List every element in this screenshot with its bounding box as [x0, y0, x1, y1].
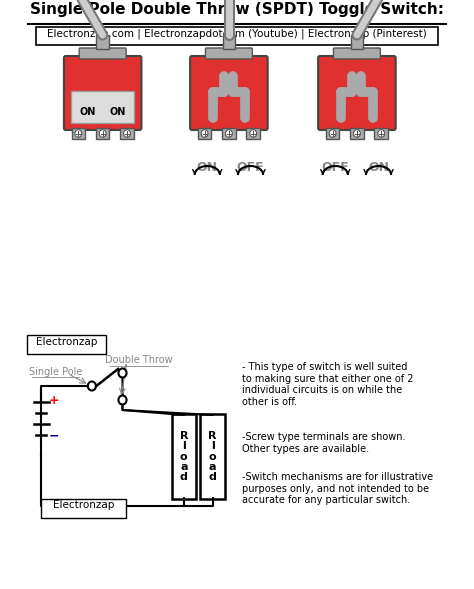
Text: Electronzap: Electronzap: [36, 337, 97, 347]
FancyBboxPatch shape: [27, 335, 106, 354]
Circle shape: [88, 382, 96, 391]
FancyBboxPatch shape: [351, 35, 363, 49]
Text: ON: ON: [110, 107, 126, 117]
FancyBboxPatch shape: [190, 56, 268, 130]
FancyBboxPatch shape: [318, 56, 396, 130]
Text: ON: ON: [197, 161, 218, 174]
Circle shape: [201, 130, 208, 137]
FancyBboxPatch shape: [205, 48, 252, 59]
Circle shape: [99, 130, 106, 137]
FancyBboxPatch shape: [222, 128, 236, 139]
FancyBboxPatch shape: [71, 91, 134, 123]
Text: -Switch mechanisms are for illustrative
purposes only, and not intended to be
ac: -Switch mechanisms are for illustrative …: [242, 472, 433, 505]
FancyBboxPatch shape: [246, 128, 260, 139]
Text: Double Throw: Double Throw: [105, 355, 173, 365]
Text: OFF: OFF: [237, 161, 264, 174]
Circle shape: [378, 130, 385, 137]
Circle shape: [118, 369, 127, 378]
Text: OFF: OFF: [321, 161, 349, 174]
FancyBboxPatch shape: [198, 128, 211, 139]
Text: Electronzap: Electronzap: [53, 500, 114, 510]
Text: -Screw type terminals are shown.
Other types are available.: -Screw type terminals are shown. Other t…: [242, 432, 405, 454]
FancyBboxPatch shape: [334, 48, 380, 59]
FancyBboxPatch shape: [172, 414, 196, 499]
FancyBboxPatch shape: [374, 128, 388, 139]
Circle shape: [354, 130, 360, 137]
FancyBboxPatch shape: [96, 128, 109, 139]
Circle shape: [226, 130, 232, 137]
Text: ON: ON: [368, 161, 389, 174]
FancyBboxPatch shape: [326, 128, 339, 139]
Text: - This type of switch is well suited
to making sure that either one of 2
individ: - This type of switch is well suited to …: [242, 362, 413, 407]
Circle shape: [124, 130, 130, 137]
FancyBboxPatch shape: [41, 499, 126, 518]
FancyBboxPatch shape: [201, 414, 225, 499]
FancyBboxPatch shape: [223, 35, 235, 49]
Text: +: +: [48, 393, 59, 406]
Text: −: −: [48, 429, 59, 442]
FancyBboxPatch shape: [72, 128, 85, 139]
FancyBboxPatch shape: [350, 128, 364, 139]
Circle shape: [118, 395, 127, 405]
Text: R
l
o
a
d: R l o a d: [180, 431, 188, 482]
Circle shape: [75, 130, 82, 137]
Circle shape: [329, 130, 336, 137]
FancyBboxPatch shape: [79, 48, 126, 59]
Text: Single Pole: Single Pole: [29, 367, 82, 377]
FancyBboxPatch shape: [64, 56, 141, 130]
Text: ON: ON: [79, 107, 96, 117]
Circle shape: [250, 130, 256, 137]
FancyBboxPatch shape: [120, 128, 134, 139]
FancyBboxPatch shape: [36, 27, 438, 45]
Text: Single Pole Double Throw (SPDT) Toggle Switch:: Single Pole Double Throw (SPDT) Toggle S…: [30, 2, 444, 17]
FancyBboxPatch shape: [96, 35, 109, 49]
Text: R
l
o
a
d: R l o a d: [209, 431, 217, 482]
Text: Electronzap.com | Electronzapdotcom (Youtube) | Electronzap (Pinterest): Electronzap.com | Electronzapdotcom (You…: [47, 28, 427, 38]
